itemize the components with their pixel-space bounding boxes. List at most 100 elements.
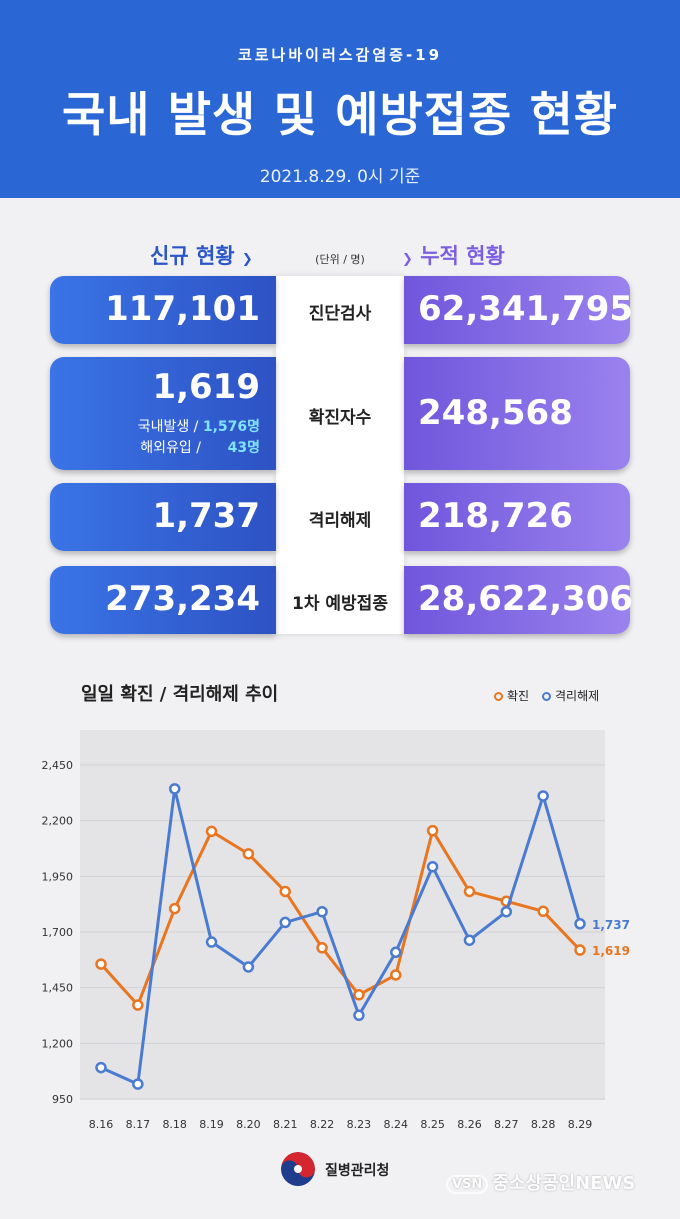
cumulative-tests-value: 62,341,795 (418, 289, 634, 329)
agency-emblem-icon (281, 1152, 315, 1186)
y-tick-label: 950 (52, 1093, 73, 1106)
overseas-value: 43명 (227, 440, 260, 456)
data-point-confirmed (242, 848, 255, 860)
cumulative-released-value: 218,726 (418, 496, 573, 536)
cumulative-status-header: ❯ 누적 현황 (402, 240, 505, 270)
domestic-label: 국내발생 / (137, 419, 199, 435)
new-card-confirmed: 1,619 국내발생 / 1,576명 해외유입 / 43명 (50, 357, 276, 470)
x-tick-label: 8.24 (384, 1118, 409, 1131)
x-tick-label: 8.17 (126, 1118, 151, 1131)
plot-area (80, 730, 605, 1100)
data-point-confirmed (426, 824, 439, 837)
new-vaccination-value: 273,234 (105, 579, 260, 619)
data-point-released (95, 1061, 107, 1074)
x-tick-label: 8.20 (236, 1118, 261, 1131)
x-tick-label: 8.22 (310, 1118, 335, 1131)
data-point-confirmed (316, 942, 328, 954)
reference-date: 2021.8.29. 0시 기준 (259, 167, 421, 187)
new-card-tests: 117,101 (50, 276, 276, 344)
cumulative-confirmed-value: 248,568 (418, 393, 573, 433)
x-tick-label: 8.19 (199, 1118, 224, 1131)
end-label-confirmed: 1,619 (592, 944, 630, 958)
y-tick-label: 1,700 (42, 926, 74, 939)
category-column (276, 276, 404, 634)
y-tick-label: 1,200 (42, 1037, 74, 1050)
data-point-confirmed (279, 885, 291, 898)
series-line-confirmed (99, 829, 582, 1007)
overseas-breakdown: 해외유입 / 43명 (140, 437, 260, 457)
data-point-released (316, 905, 328, 918)
data-point-confirmed (537, 905, 549, 918)
data-point-confirmed (205, 825, 218, 838)
legend-marker-confirmed (494, 692, 503, 701)
legend-label-confirmed: 확진 (507, 689, 530, 703)
cumulative-status-label: 누적 현황 (420, 244, 505, 268)
data-point-released (537, 790, 549, 802)
cumulative-vaccination-value: 28,622,306 (418, 579, 634, 619)
data-point-released (168, 783, 181, 795)
end-label-released: 1,737 (592, 918, 630, 932)
x-tick-label: 8.21 (273, 1118, 298, 1131)
watermark-logo: VSN (446, 1174, 489, 1194)
x-tick-label: 8.18 (162, 1118, 187, 1131)
x-tick-label: 8.27 (494, 1118, 519, 1131)
legend-label-released: 격리해제 (555, 689, 600, 703)
x-tick-label: 8.25 (420, 1118, 445, 1131)
watermark-text: 중소상공인NEWS (492, 1173, 636, 1194)
y-tick-label: 2,200 (42, 815, 74, 828)
chart-title: 일일 확진 / 격리해제 추이 (81, 684, 279, 705)
supertitle: 코로나바이러스감염증-19 (237, 46, 443, 64)
overseas-label: 해외유입 / (140, 440, 201, 456)
data-point-released (426, 861, 439, 873)
cumulative-card-tests: 62,341,795 (404, 276, 634, 344)
data-point-released (353, 1009, 365, 1022)
row-label-confirmed: 확진자수 (308, 408, 372, 428)
data-point-confirmed (463, 885, 476, 898)
x-tick-label: 8.28 (531, 1118, 556, 1131)
data-point-confirmed (132, 999, 144, 1011)
watermark: VSN 중소상공인NEWS (446, 1169, 635, 1195)
data-point-released (279, 916, 291, 929)
legend-item-confirmed: 확진 (494, 687, 529, 704)
new-status-header: 신규 현황 ❯ (150, 240, 253, 270)
cumulative-card-released: 218,726 (404, 483, 630, 551)
legend-item-released: 격리해제 (542, 687, 599, 704)
data-point-confirmed (390, 969, 402, 981)
new-card-released: 1,737 (50, 483, 276, 551)
row-label-vaccination: 1차 예방접종 (292, 594, 388, 614)
data-point-released (574, 918, 586, 930)
data-point-confirmed (500, 895, 513, 908)
cumulative-card-confirmed: 248,568 (404, 357, 630, 470)
new-confirmed-value: 1,619 (152, 367, 260, 407)
row-label-released: 격리해제 (308, 511, 372, 531)
data-point-confirmed (574, 944, 586, 956)
data-point-released (242, 961, 255, 973)
agency-name: 질병관리청 (325, 1163, 390, 1179)
new-card-vaccination: 273,234 (50, 566, 276, 634)
x-tick-label: 8.16 (89, 1118, 114, 1131)
data-point-released (132, 1078, 144, 1090)
domestic-breakdown: 국내발생 / 1,576명 (138, 416, 260, 436)
data-point-released (390, 946, 402, 959)
data-point-confirmed (353, 989, 365, 1001)
data-point-released (500, 905, 513, 918)
series-line-released (100, 787, 582, 1086)
domestic-value: 1,576명 (202, 419, 260, 435)
unit-label: (단위 / 명) (315, 253, 365, 266)
y-tick-label: 1,450 (42, 982, 74, 995)
data-point-released (463, 934, 476, 946)
chevron-down-icon: ❯ (241, 252, 253, 267)
x-tick-label: 8.26 (457, 1118, 482, 1131)
row-label-tests: 진단검사 (308, 304, 372, 324)
new-tests-value: 117,101 (105, 289, 260, 329)
legend-marker-released (542, 692, 551, 701)
data-point-confirmed (95, 958, 107, 970)
data-point-confirmed (168, 902, 181, 915)
chevron-down-icon: ❯ (402, 252, 413, 267)
header-banner: 코로나바이러스감염증-19 국내 발생 및 예방접종 현황 2021.8.29.… (0, 0, 680, 198)
cumulative-card-vaccination: 28,622,306 (404, 566, 634, 634)
data-point-released (205, 936, 218, 948)
y-tick-label: 1,950 (42, 870, 74, 883)
x-tick-label: 8.29 (568, 1118, 593, 1131)
new-status-label: 신규 현황 (150, 244, 235, 268)
